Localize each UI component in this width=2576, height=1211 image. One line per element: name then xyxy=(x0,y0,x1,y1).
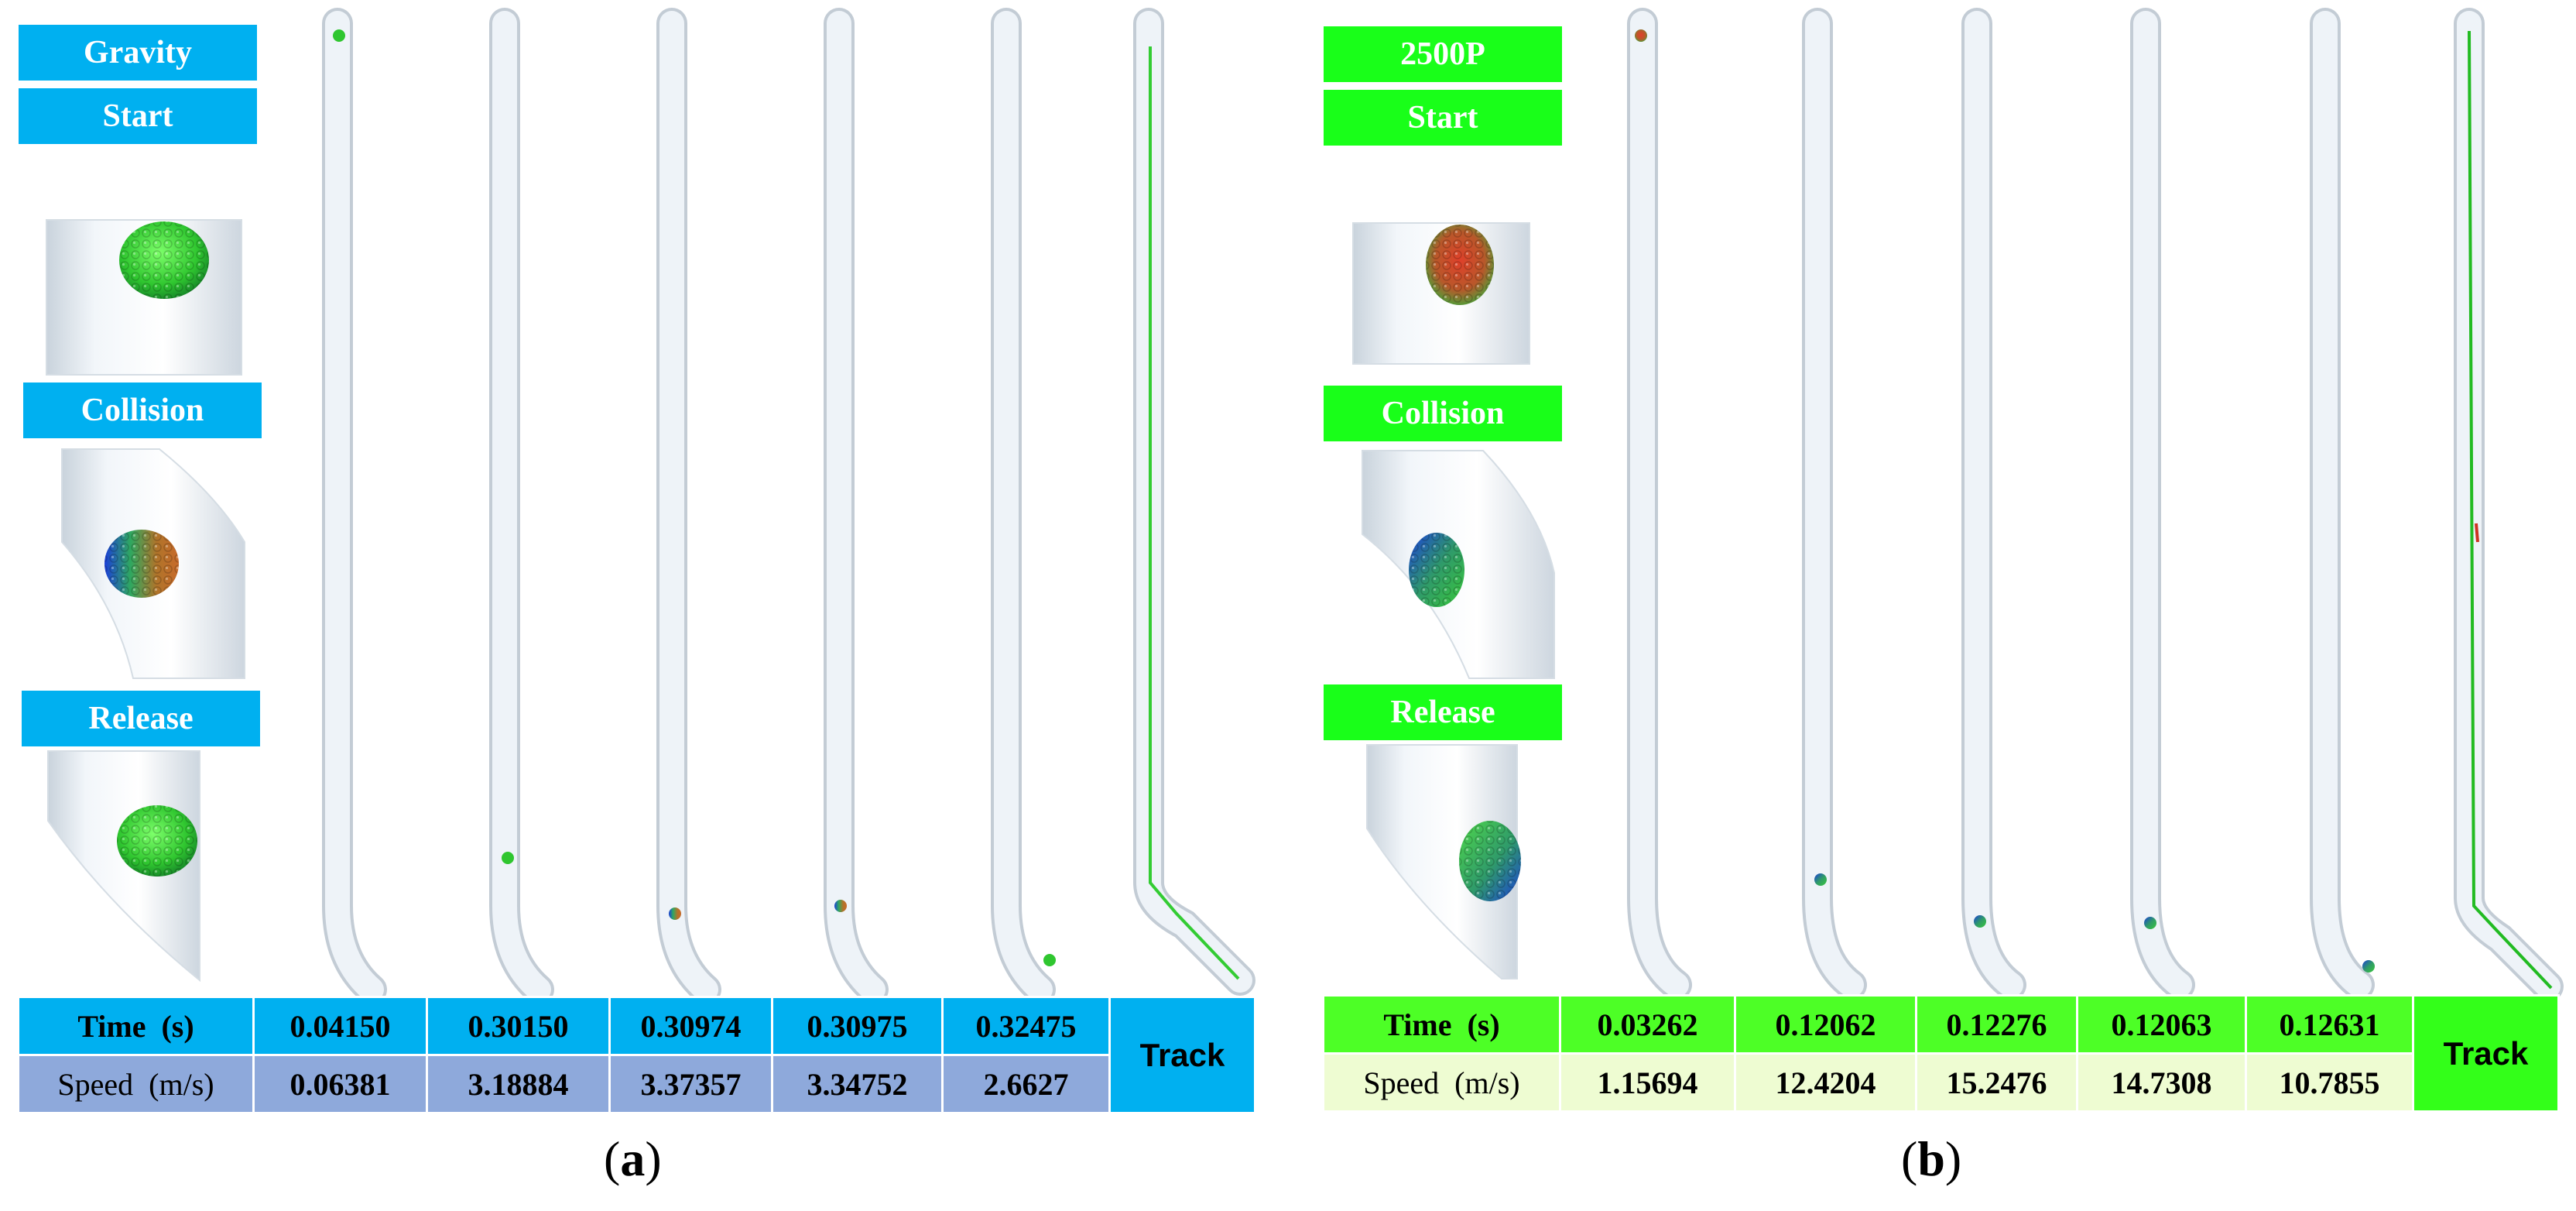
speed-row-label: Speed (m/s) xyxy=(17,1054,255,1114)
panel-a-collision-label: Collision xyxy=(23,383,262,438)
speed-value: 0.06381 xyxy=(252,1054,428,1114)
panel-b-data-table: Time (s) 0.03262 0.12062 0.12276 0.12063… xyxy=(1322,994,2560,1113)
track-cell: Track xyxy=(1108,996,1256,1114)
track-cell: Track xyxy=(2412,994,2560,1113)
time-value: 0.12063 xyxy=(2076,994,2247,1055)
time-value: 0.30974 xyxy=(608,996,773,1056)
panel-b-collision-thumbnail xyxy=(1362,450,1555,679)
panel-b-release-thumbnail xyxy=(1366,744,1521,979)
speed-row-label: Speed (m/s) xyxy=(1322,1052,1561,1113)
panel-a-pipe-2 xyxy=(489,8,554,1005)
panel-b-track-pipe xyxy=(2454,8,2564,1002)
time-row: Time (s) 0.04150 0.30150 0.30974 0.30975… xyxy=(17,996,1256,1114)
panel-b-caption-letter: b xyxy=(1917,1131,1945,1186)
panel-a-pipe-5 xyxy=(991,8,1056,1005)
particle-ball xyxy=(1814,873,1827,886)
speed-value: 3.37357 xyxy=(608,1054,773,1114)
time-value: 0.30150 xyxy=(426,996,611,1056)
panel-a-data-table: Time (s) 0.04150 0.30150 0.30974 0.30975… xyxy=(17,996,1256,1114)
particle-ball xyxy=(1974,915,1986,928)
panel-b-start-thumbnail xyxy=(1352,222,1530,365)
time-value: 0.12062 xyxy=(1734,994,1917,1055)
time-row-label: Time (s) xyxy=(1322,994,1561,1055)
time-value: 0.12631 xyxy=(2245,994,2414,1055)
particle-ball xyxy=(502,852,514,864)
panel-a-caption-letter: a xyxy=(620,1131,646,1186)
particle-ball xyxy=(333,29,345,42)
speed-row: Speed (m/s) 1.15694 12.4204 15.2476 14.7… xyxy=(1322,1052,2559,1113)
particle-ball xyxy=(1635,29,1647,42)
panel-b-collision-label: Collision xyxy=(1324,386,1562,441)
time-value: 0.30975 xyxy=(771,996,944,1056)
panel-b-release-label: Release xyxy=(1324,684,1562,740)
particle-ball xyxy=(834,900,847,912)
particle-ball xyxy=(669,907,681,920)
trajectory-line xyxy=(1149,46,1240,980)
time-value: 0.12276 xyxy=(1915,994,2078,1055)
panel-b-pipe-5 xyxy=(2310,8,2375,1000)
panel-b-pipe-2 xyxy=(1802,8,1867,1000)
panel-b-pipe-4 xyxy=(2130,8,2195,1000)
time-value: 0.04150 xyxy=(252,996,428,1056)
trajectory-deviation xyxy=(2475,523,2479,543)
panel-a-pipe-3 xyxy=(656,8,721,1005)
particle-ball xyxy=(2362,960,2375,973)
particle-ball xyxy=(1043,954,1056,966)
speed-value: 10.7855 xyxy=(2245,1052,2414,1113)
speed-value: 2.6627 xyxy=(941,1054,1111,1114)
panel-a-start-label: Start xyxy=(19,88,257,144)
time-value: 0.32475 xyxy=(941,996,1111,1056)
panel-a-collision-thumbnail xyxy=(61,448,245,679)
speed-row: Speed (m/s) 0.06381 3.18884 3.37357 3.34… xyxy=(17,1054,1255,1114)
panel-a-release-thumbnail xyxy=(47,750,200,983)
speed-value: 14.7308 xyxy=(2076,1052,2247,1113)
particle-ball xyxy=(2144,917,2156,929)
panel-a-release-label: Release xyxy=(22,691,260,746)
panel-b-start-label: Start xyxy=(1324,90,1562,146)
panel-a-start-thumbnail xyxy=(46,219,242,376)
speed-value: 12.4204 xyxy=(1734,1052,1917,1113)
speed-value: 15.2476 xyxy=(1915,1052,2078,1113)
panel-b-mode-label: 2500P xyxy=(1324,26,1562,82)
panel-b-pipe-1 xyxy=(1627,8,1692,1000)
speed-value: 3.18884 xyxy=(426,1054,611,1114)
panel-a-pipe-1 xyxy=(322,8,387,1005)
panel-b-pipe-3 xyxy=(1961,8,2026,1000)
speed-value: 1.15694 xyxy=(1559,1052,1736,1113)
time-row-label: Time (s) xyxy=(17,996,255,1056)
time-value: 0.03262 xyxy=(1559,994,1736,1055)
panel-a-mode-label: Gravity xyxy=(19,25,257,81)
panel-a-pipe-4 xyxy=(824,8,889,1005)
speed-value: 3.34752 xyxy=(771,1054,944,1114)
panel-a-track-pipe xyxy=(1133,8,1255,996)
time-row: Time (s) 0.03262 0.12062 0.12276 0.12063… xyxy=(1322,994,2560,1113)
trajectory-line xyxy=(2468,30,2553,990)
panel-a-caption: (a) xyxy=(604,1131,662,1186)
panel-b-caption: (b) xyxy=(1901,1131,1962,1186)
